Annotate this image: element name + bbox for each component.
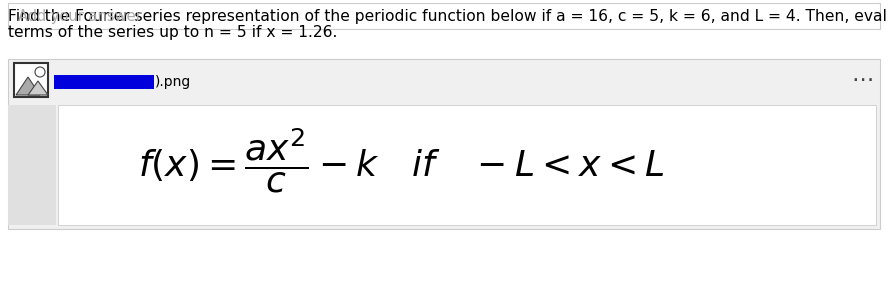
Polygon shape bbox=[28, 81, 48, 95]
Bar bbox=[14, 63, 48, 97]
Circle shape bbox=[35, 67, 45, 77]
FancyBboxPatch shape bbox=[8, 3, 880, 29]
Text: Find the Fourier series representation of the periodic function below if a = 16,: Find the Fourier series representation o… bbox=[8, 9, 888, 24]
Bar bbox=[8, 105, 56, 225]
Text: terms of the series up to n = 5 if x = 1.26.: terms of the series up to n = 5 if x = 1… bbox=[8, 25, 337, 40]
Text: Add your answer: Add your answer bbox=[18, 8, 142, 24]
FancyBboxPatch shape bbox=[8, 59, 880, 229]
Text: …: … bbox=[852, 65, 874, 85]
Polygon shape bbox=[16, 77, 40, 95]
Text: $\mathit{f}(\mathit{x}) = \dfrac{\mathit{ax}^2}{\mathit{c}} - \mathit{k} \quad \: $\mathit{f}(\mathit{x}) = \dfrac{\mathit… bbox=[139, 127, 665, 195]
Text: ).png: ).png bbox=[155, 75, 191, 89]
FancyBboxPatch shape bbox=[58, 105, 876, 225]
Bar bbox=[54, 75, 154, 89]
